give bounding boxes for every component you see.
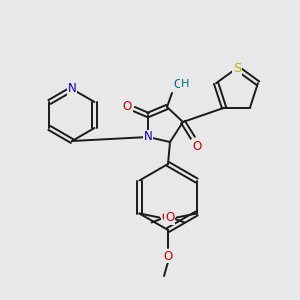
Text: S: S [233, 61, 241, 74]
Text: N: N [68, 82, 76, 95]
Text: H: H [181, 79, 189, 89]
Text: N: N [144, 130, 152, 143]
Text: O: O [162, 211, 171, 224]
Text: O: O [192, 140, 202, 152]
Text: O: O [165, 211, 174, 224]
Text: O: O [173, 79, 183, 92]
Text: O: O [164, 250, 172, 262]
Text: O: O [122, 100, 132, 112]
